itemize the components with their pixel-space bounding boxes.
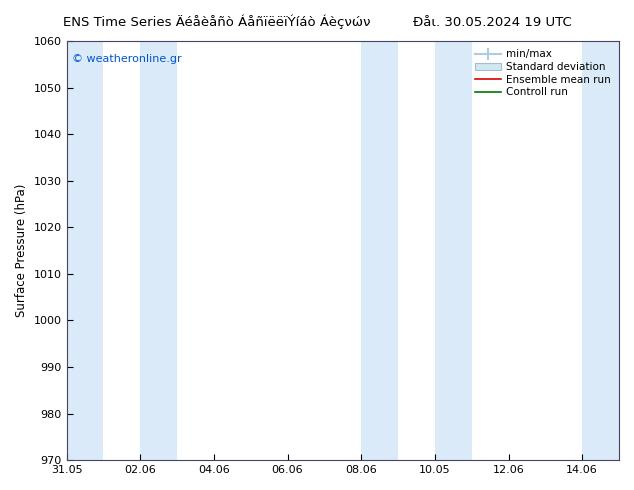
Text: ENS Time Series Äéåèåñò ÁåñïëëïÝíáò Áèçνών          Ðåι. 30.05.2024 19 UTC: ENS Time Series Äéåèåñò ÁåñïëëïÝíáò Áèçν… [63, 15, 571, 29]
Bar [140, 41, 177, 460]
Text: © weatheronline.gr: © weatheronline.gr [72, 53, 182, 64]
Bar [582, 41, 619, 460]
Bar [67, 41, 103, 460]
Y-axis label: Surface Pressure (hPa): Surface Pressure (hPa) [15, 184, 28, 318]
Bar [361, 41, 398, 460]
Bar [435, 41, 472, 460]
Legend: min/max, Standard deviation, Ensemble mean run, Controll run: min/max, Standard deviation, Ensemble me… [472, 46, 614, 100]
